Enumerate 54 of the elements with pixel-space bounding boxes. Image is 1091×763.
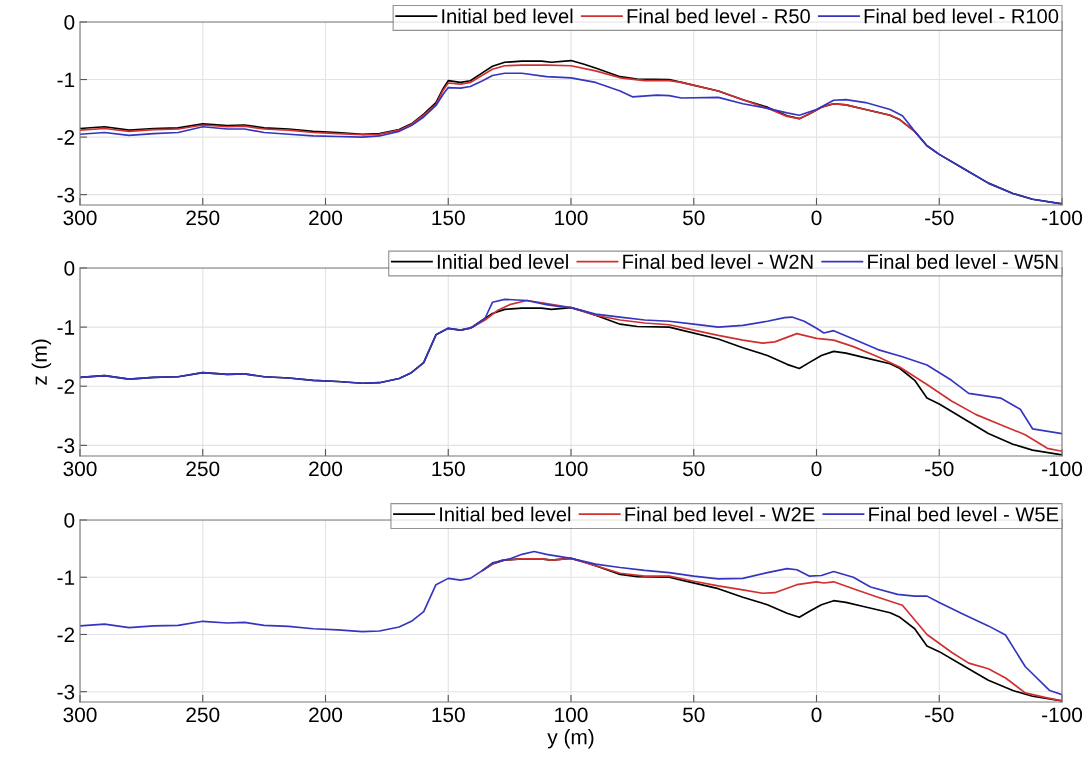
y-tick-label: -2 xyxy=(57,379,75,394)
x-tick-label: 250 xyxy=(186,707,220,723)
x-tick-label: 150 xyxy=(432,461,465,477)
y-tick-label: -1 xyxy=(57,570,75,585)
legend-label: Final bed level - R50 xyxy=(627,8,810,24)
x-tick-label: 100 xyxy=(555,210,588,226)
line-series xyxy=(80,298,1062,435)
y-tick-label: 0 xyxy=(64,261,75,276)
line-series xyxy=(459,299,1062,453)
x-tick-label: 250 xyxy=(186,461,220,477)
x-tick-label: 100 xyxy=(555,461,588,477)
x-tick-label: 150 xyxy=(432,707,465,723)
x-tick-label: -50 xyxy=(925,461,954,477)
x-tick-label: -50 xyxy=(925,707,954,723)
x-tick-label: 300 xyxy=(63,707,97,723)
x-tick-label: 200 xyxy=(309,210,343,226)
x-tick-label: 300 xyxy=(63,461,97,477)
x-tick-label: -100 xyxy=(1042,707,1083,723)
y-axis-title: z (m) xyxy=(31,339,52,385)
legend-label: Final bed level - W2N xyxy=(623,254,813,269)
y-tick-label: -3 xyxy=(57,438,75,454)
x-tick-label: 50 xyxy=(683,210,705,226)
y-tick-label: -2 xyxy=(57,627,75,643)
x-tick-label: 0 xyxy=(811,461,822,477)
x-tick-label: 100 xyxy=(555,707,588,723)
y-tick-label: -2 xyxy=(57,130,75,145)
y-tick-label: -3 xyxy=(57,684,75,700)
legend-label: Initial bed level xyxy=(440,506,571,522)
x-tick-label: 200 xyxy=(309,707,343,723)
legend-label: Final bed level - R100 xyxy=(864,8,1059,24)
x-tick-label: 150 xyxy=(432,210,465,226)
x-tick-label: -50 xyxy=(925,210,954,226)
legend-label: Final bed level - W5N xyxy=(868,254,1058,269)
legend-label: Final bed level - W5E xyxy=(869,506,1059,522)
x-tick-label: 0 xyxy=(811,210,822,226)
x-tick-label: 300 xyxy=(63,210,97,226)
y-tick-label: -3 xyxy=(57,187,75,203)
y-tick-label: -1 xyxy=(57,320,75,335)
legend-label: Initial bed level xyxy=(437,254,568,269)
legend-label: Final bed level - W2E xyxy=(625,506,815,522)
x-tick-label: 50 xyxy=(683,707,705,723)
line-series xyxy=(80,550,1062,696)
x-axis-title: y (m) xyxy=(547,729,594,749)
x-tick-label: 250 xyxy=(186,210,220,226)
line-series xyxy=(80,64,916,136)
legend-label: Initial bed level xyxy=(442,8,573,24)
x-tick-label: -100 xyxy=(1042,461,1083,477)
x-tick-label: 200 xyxy=(309,461,343,477)
y-tick-label: 0 xyxy=(64,513,75,528)
x-tick-label: 50 xyxy=(683,461,705,477)
x-tick-label: -100 xyxy=(1042,210,1083,226)
y-tick-label: -1 xyxy=(57,72,75,88)
x-tick-label: 0 xyxy=(811,707,822,723)
y-tick-label: 0 xyxy=(64,15,75,30)
